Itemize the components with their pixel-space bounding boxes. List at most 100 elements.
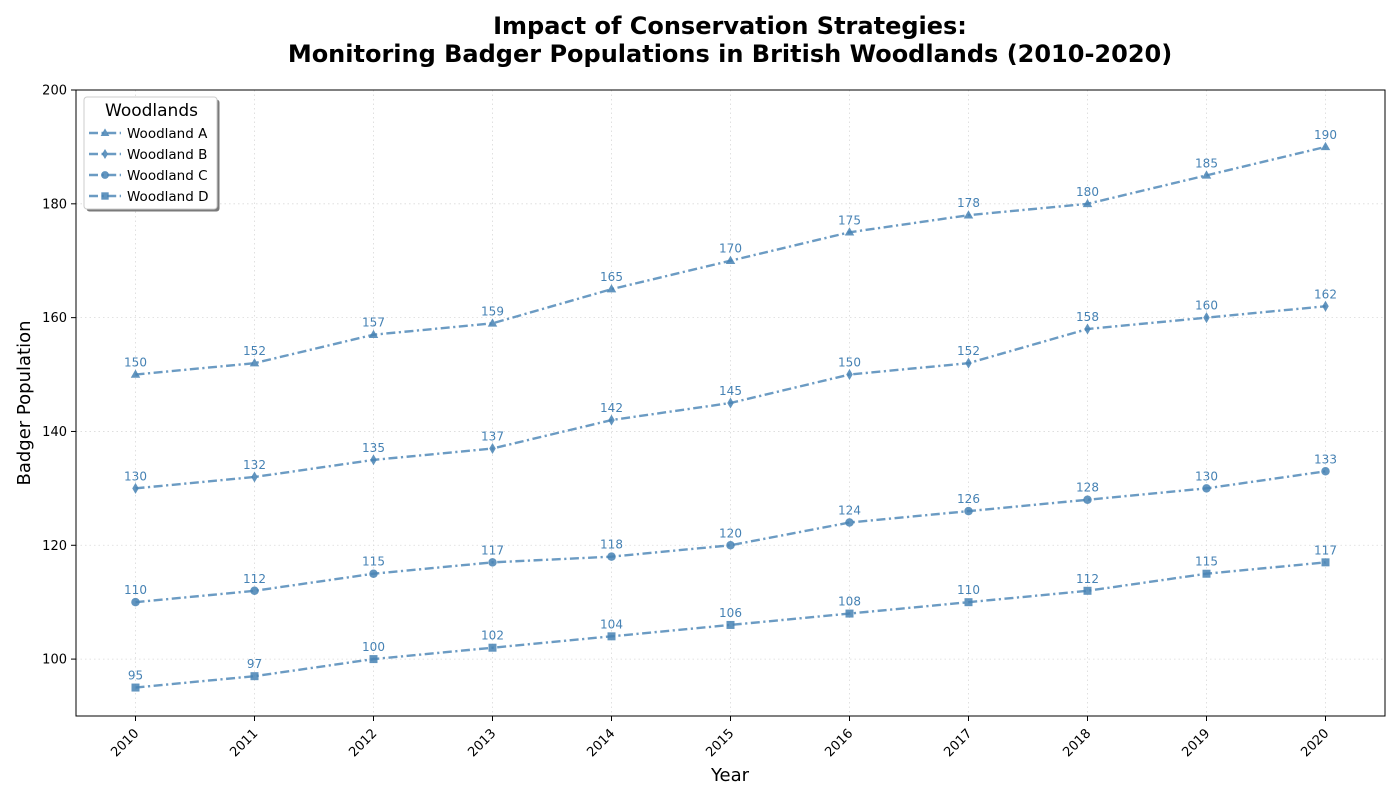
data-point-diamond xyxy=(608,414,615,426)
data-point-circle xyxy=(964,506,973,516)
data-label: 145 xyxy=(719,384,742,398)
series-woodland-a: 150 152 157 159 165 170 175 178 180 185 190 xyxy=(124,128,1337,378)
data-point-circle xyxy=(1321,467,1330,476)
data-label: 130 xyxy=(124,469,147,483)
data-point-circle xyxy=(845,518,854,527)
x-tick-label: 2016 xyxy=(822,726,856,760)
y-tick-label: 200 xyxy=(42,84,67,99)
data-label: 180 xyxy=(1076,185,1099,199)
x-tick-label: 2010 xyxy=(108,726,142,760)
data-point-triangle xyxy=(963,210,974,219)
x-tick-label: 2020 xyxy=(1298,726,1332,760)
data-label: 165 xyxy=(600,270,623,284)
data-label: 110 xyxy=(957,583,980,597)
data-point-circle xyxy=(1083,495,1092,504)
data-point-triangle xyxy=(1201,170,1212,179)
data-point-diamond xyxy=(846,369,853,381)
data-point-square xyxy=(1083,586,1092,595)
data-point-square xyxy=(101,192,109,200)
series-layer: 150 152 157 159 165 170 175 178 180 185 190 130 132 1… xyxy=(124,128,1337,692)
data-label: 124 xyxy=(838,504,861,518)
x-tick-label: 2017 xyxy=(941,726,975,760)
data-point-triangle xyxy=(130,369,141,378)
y-axis-label: Badger Population xyxy=(14,321,35,486)
series-line xyxy=(135,561,1326,689)
data-point-diamond xyxy=(1322,300,1329,312)
data-point-diamond xyxy=(965,357,972,369)
legend-label: Woodland B xyxy=(127,147,207,163)
x-tick-label: 2015 xyxy=(703,726,737,760)
data-point-circle xyxy=(607,552,616,561)
data-label: 120 xyxy=(719,526,742,540)
data-point-diamond xyxy=(132,482,139,494)
data-point-square xyxy=(607,632,616,641)
data-point-square xyxy=(488,643,497,652)
data-label: 178 xyxy=(957,196,980,210)
data-point-square xyxy=(1321,558,1330,567)
data-point-square xyxy=(726,620,735,629)
y-tick-label: 120 xyxy=(42,539,67,554)
data-label: 159 xyxy=(481,304,504,318)
data-label: 135 xyxy=(362,441,385,455)
data-label: 118 xyxy=(600,538,623,552)
data-label: 95 xyxy=(128,669,143,683)
series-woodland-d: 95 97 100 102 104 106 108 110 112 115 117 xyxy=(128,543,1337,692)
legend-box xyxy=(83,96,218,210)
data-point-circle xyxy=(250,586,259,596)
data-point-triangle xyxy=(1320,141,1331,151)
data-point-diamond xyxy=(727,397,734,409)
data-point-circle xyxy=(131,597,140,607)
data-label: 170 xyxy=(719,242,742,256)
y-tick-label: 140 xyxy=(42,425,67,440)
data-label: 112 xyxy=(243,572,266,586)
data-label: 150 xyxy=(124,356,147,370)
data-label: 115 xyxy=(1195,555,1218,569)
data-label: 112 xyxy=(1076,572,1099,586)
x-tick-label: 2012 xyxy=(346,726,380,760)
legend-title: Woodlands xyxy=(105,101,198,121)
data-label: 110 xyxy=(124,583,147,597)
y-tick-label: 160 xyxy=(42,311,67,326)
data-label: 152 xyxy=(243,344,266,358)
data-point-circle xyxy=(726,541,735,550)
data-label: 175 xyxy=(838,213,861,227)
legend-item: Woodland A xyxy=(89,126,208,142)
data-point-circle xyxy=(1202,484,1211,493)
data-label: 150 xyxy=(838,356,861,370)
series-woodland-c: 110 112 115 117 118 120 124 126 128 130 133 xyxy=(124,452,1337,607)
data-label: 126 xyxy=(957,492,980,506)
data-label: 108 xyxy=(838,595,861,609)
data-point-diamond xyxy=(1203,312,1210,324)
data-point-square xyxy=(1202,569,1211,578)
data-label: 185 xyxy=(1195,156,1218,170)
data-label: 157 xyxy=(362,316,385,330)
data-label: 104 xyxy=(600,617,623,631)
legend-item: Woodland B xyxy=(89,147,207,163)
data-label: 190 xyxy=(1314,128,1337,142)
data-label: 128 xyxy=(1076,481,1099,495)
data-label: 115 xyxy=(362,555,385,569)
data-label: 130 xyxy=(1195,469,1218,483)
data-label: 117 xyxy=(481,543,504,557)
data-label: 106 xyxy=(719,606,742,620)
legend-label: Woodland C xyxy=(127,168,208,184)
x-tick-label: 2013 xyxy=(465,726,499,760)
series-woodland-b: 130 132 135 137 142 145 150 152 158 160 162 xyxy=(124,287,1337,494)
data-label: 162 xyxy=(1314,287,1337,301)
legend-item: Woodland C xyxy=(89,168,208,184)
data-point-square xyxy=(250,672,259,681)
data-label: 132 xyxy=(243,458,266,472)
data-point-triangle xyxy=(249,358,260,367)
legend-label: Woodland A xyxy=(127,126,208,142)
chart-title-line-2: Monitoring Badger Populations in British… xyxy=(288,40,1172,68)
data-point-square xyxy=(845,609,854,618)
data-point-square xyxy=(369,655,378,664)
data-point-square xyxy=(964,598,973,607)
data-point-triangle xyxy=(606,284,617,293)
data-label: 158 xyxy=(1076,310,1099,324)
data-point-triangle xyxy=(1082,198,1093,208)
data-label: 142 xyxy=(600,401,623,415)
data-label: 100 xyxy=(362,640,385,654)
